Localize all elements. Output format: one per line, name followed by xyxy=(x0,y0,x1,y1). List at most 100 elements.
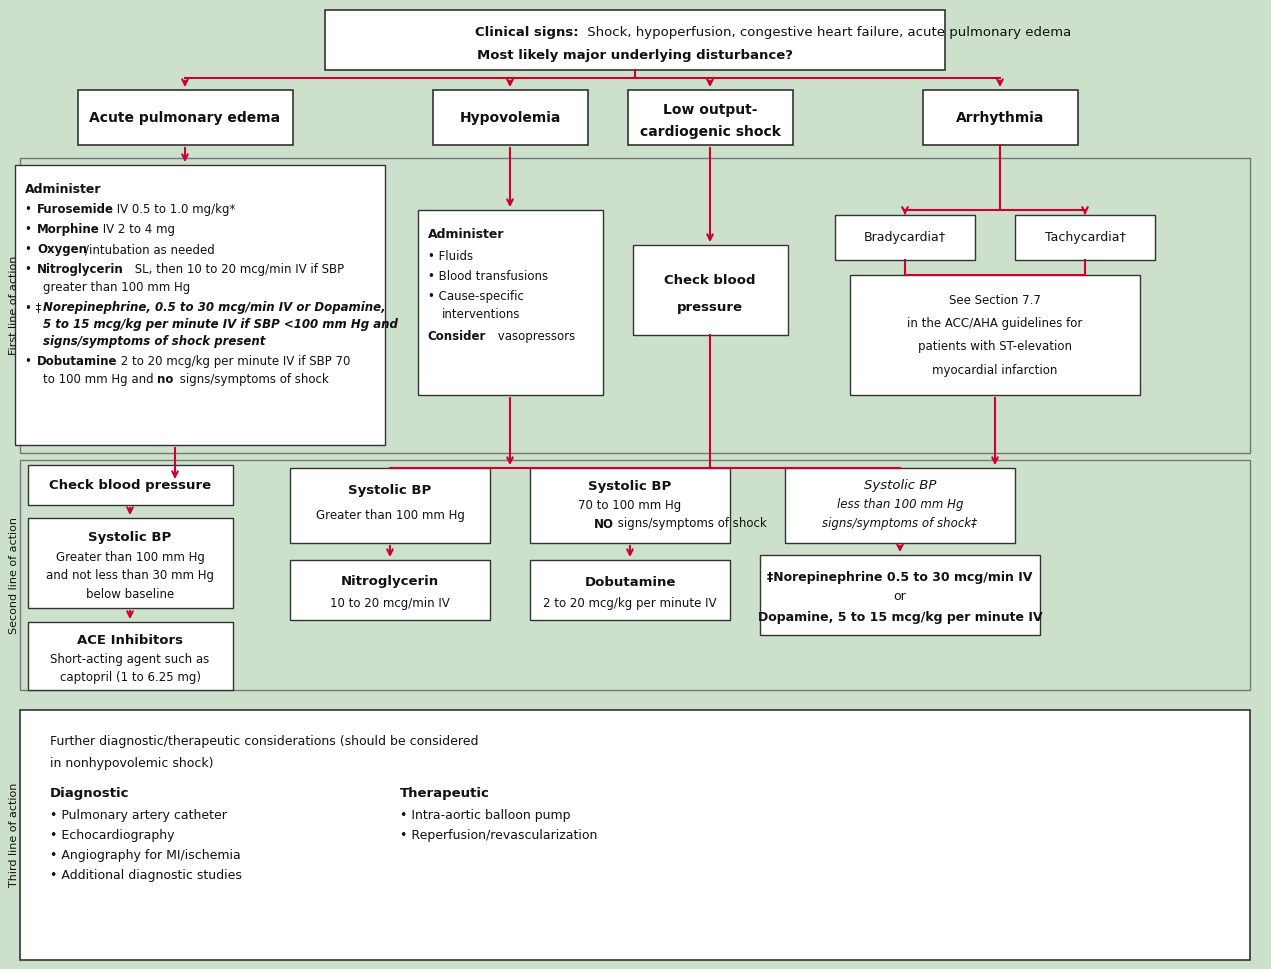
Text: to 100 mm Hg and: to 100 mm Hg and xyxy=(43,373,158,386)
Text: Bradycardia†: Bradycardia† xyxy=(864,231,946,244)
Text: Nitroglycerin: Nitroglycerin xyxy=(37,263,123,276)
Text: interventions: interventions xyxy=(441,308,520,321)
FancyBboxPatch shape xyxy=(28,518,233,608)
Text: ‡Norepinephrine 0.5 to 30 mcg/min IV: ‡Norepinephrine 0.5 to 30 mcg/min IV xyxy=(768,571,1032,583)
Text: no: no xyxy=(158,373,173,386)
Text: •: • xyxy=(25,243,36,256)
Text: Consider: Consider xyxy=(427,330,486,343)
FancyBboxPatch shape xyxy=(633,245,788,335)
Text: Greater than 100 mm Hg: Greater than 100 mm Hg xyxy=(315,510,464,522)
FancyBboxPatch shape xyxy=(923,90,1078,145)
Text: NO: NO xyxy=(594,517,614,530)
Text: captopril (1 to 6.25 mg): captopril (1 to 6.25 mg) xyxy=(60,671,201,683)
Text: ACE Inhibitors: ACE Inhibitors xyxy=(78,634,183,646)
FancyBboxPatch shape xyxy=(760,555,1040,635)
Text: • Additional diagnostic studies: • Additional diagnostic studies xyxy=(50,869,241,882)
FancyBboxPatch shape xyxy=(20,158,1249,453)
FancyBboxPatch shape xyxy=(1016,215,1155,260)
Text: 5 to 15 mcg/kg per minute IV if SBP <100 mm Hg and: 5 to 15 mcg/kg per minute IV if SBP <100… xyxy=(43,318,398,331)
FancyBboxPatch shape xyxy=(417,210,602,395)
Text: • Intra-aortic balloon pump: • Intra-aortic balloon pump xyxy=(400,809,571,822)
Text: •: • xyxy=(25,203,36,216)
Text: 2 to 20 mcg/kg per minute IV if SBP 70: 2 to 20 mcg/kg per minute IV if SBP 70 xyxy=(117,355,351,368)
Text: Nitroglycerin: Nitroglycerin xyxy=(341,576,438,588)
Text: • Reperfusion/revascularization: • Reperfusion/revascularization xyxy=(400,829,597,842)
FancyBboxPatch shape xyxy=(530,468,730,543)
FancyBboxPatch shape xyxy=(78,90,292,145)
Text: 2 to 20 mcg/kg per minute IV: 2 to 20 mcg/kg per minute IV xyxy=(543,598,717,610)
Text: •: • xyxy=(25,355,36,368)
Text: •: • xyxy=(25,263,36,276)
Text: Diagnostic: Diagnostic xyxy=(50,787,130,800)
Text: and not less than 30 mm Hg: and not less than 30 mm Hg xyxy=(46,570,214,582)
Text: /intubation as needed: /intubation as needed xyxy=(85,243,215,256)
Text: Shock, hypoperfusion, congestive heart failure, acute pulmonary edema: Shock, hypoperfusion, congestive heart f… xyxy=(583,25,1071,39)
FancyBboxPatch shape xyxy=(325,10,946,70)
FancyBboxPatch shape xyxy=(850,275,1140,395)
Text: Dopamine, 5 to 15 mcg/kg per minute IV: Dopamine, 5 to 15 mcg/kg per minute IV xyxy=(758,610,1042,623)
Text: Systolic BP: Systolic BP xyxy=(588,480,671,492)
Text: 70 to 100 mm Hg: 70 to 100 mm Hg xyxy=(578,498,681,512)
Text: •: • xyxy=(25,223,36,236)
Text: Administer: Administer xyxy=(427,228,505,241)
Text: Further diagnostic/therapeutic considerations (should be considered: Further diagnostic/therapeutic considera… xyxy=(50,735,478,748)
Text: Most likely major underlying disturbance?: Most likely major underlying disturbance… xyxy=(477,48,793,61)
Text: myocardial infarction: myocardial infarction xyxy=(933,363,1057,377)
Text: or: or xyxy=(894,590,906,604)
Text: IV 2 to 4 mg: IV 2 to 4 mg xyxy=(99,223,175,236)
Text: Systolic BP: Systolic BP xyxy=(89,532,172,545)
Text: signs/symptoms of shock‡: signs/symptoms of shock‡ xyxy=(822,517,977,530)
Text: Acute pulmonary edema: Acute pulmonary edema xyxy=(89,110,281,124)
Text: vasopressors: vasopressors xyxy=(494,330,576,343)
FancyBboxPatch shape xyxy=(28,622,233,690)
Text: signs/symptoms of shock: signs/symptoms of shock xyxy=(614,517,766,530)
Text: See Section 7.7: See Section 7.7 xyxy=(949,294,1041,306)
Text: • Cause-specific: • Cause-specific xyxy=(427,290,524,303)
FancyBboxPatch shape xyxy=(628,90,793,145)
Text: cardiogenic shock: cardiogenic shock xyxy=(639,125,780,139)
Text: Low output-: Low output- xyxy=(662,103,758,117)
Text: Dobutamine: Dobutamine xyxy=(585,576,676,588)
Text: in the ACC/AHA guidelines for: in the ACC/AHA guidelines for xyxy=(907,317,1083,329)
Text: • Echocardiography: • Echocardiography xyxy=(50,829,174,842)
Text: below baseline: below baseline xyxy=(86,587,174,601)
Text: signs/symptoms of shock present: signs/symptoms of shock present xyxy=(43,335,266,348)
Text: patients with ST-elevation: patients with ST-elevation xyxy=(918,339,1071,353)
Text: Systolic BP: Systolic BP xyxy=(864,479,937,491)
Text: 10 to 20 mcg/min IV: 10 to 20 mcg/min IV xyxy=(330,598,450,610)
Text: Furosemide: Furosemide xyxy=(37,203,114,216)
Text: • ‡: • ‡ xyxy=(25,301,42,314)
Text: Check blood pressure: Check blood pressure xyxy=(50,479,211,491)
Text: pressure: pressure xyxy=(677,300,744,314)
Text: Hypovolemia: Hypovolemia xyxy=(459,110,561,124)
Text: Administer: Administer xyxy=(25,183,102,196)
Text: greater than 100 mm Hg: greater than 100 mm Hg xyxy=(43,281,191,294)
FancyBboxPatch shape xyxy=(290,468,491,543)
Text: Norepinephrine, 0.5 to 30 mcg/min IV or Dopamine,: Norepinephrine, 0.5 to 30 mcg/min IV or … xyxy=(43,301,385,314)
FancyBboxPatch shape xyxy=(835,215,975,260)
Text: • Blood transfusions: • Blood transfusions xyxy=(427,270,548,283)
Text: Greater than 100 mm Hg: Greater than 100 mm Hg xyxy=(56,551,205,565)
FancyBboxPatch shape xyxy=(15,165,385,445)
FancyBboxPatch shape xyxy=(432,90,587,145)
Text: Therapeutic: Therapeutic xyxy=(400,787,489,800)
Text: • Pulmonary artery catheter: • Pulmonary artery catheter xyxy=(50,809,228,822)
Text: First line of action: First line of action xyxy=(9,256,19,356)
Text: Second line of action: Second line of action xyxy=(9,516,19,634)
FancyBboxPatch shape xyxy=(20,460,1249,690)
Text: SL, then 10 to 20 mcg/min IV if SBP: SL, then 10 to 20 mcg/min IV if SBP xyxy=(131,263,344,276)
FancyBboxPatch shape xyxy=(530,560,730,620)
Text: in nonhypovolemic shock): in nonhypovolemic shock) xyxy=(50,757,214,770)
FancyBboxPatch shape xyxy=(290,560,491,620)
FancyBboxPatch shape xyxy=(28,465,233,505)
Text: • Angiography for MI/ischemia: • Angiography for MI/ischemia xyxy=(50,849,240,862)
Text: IV 0.5 to 1.0 mg/kg*: IV 0.5 to 1.0 mg/kg* xyxy=(113,203,235,216)
Text: Oxygen: Oxygen xyxy=(37,243,86,256)
Text: Tachycardia†: Tachycardia† xyxy=(1045,231,1125,244)
Text: Check blood: Check blood xyxy=(665,273,756,287)
Text: Dobutamine: Dobutamine xyxy=(37,355,117,368)
FancyBboxPatch shape xyxy=(785,468,1016,543)
Text: Systolic BP: Systolic BP xyxy=(348,484,432,496)
Text: Morphine: Morphine xyxy=(37,223,99,236)
Text: signs/symptoms of shock: signs/symptoms of shock xyxy=(175,373,329,386)
